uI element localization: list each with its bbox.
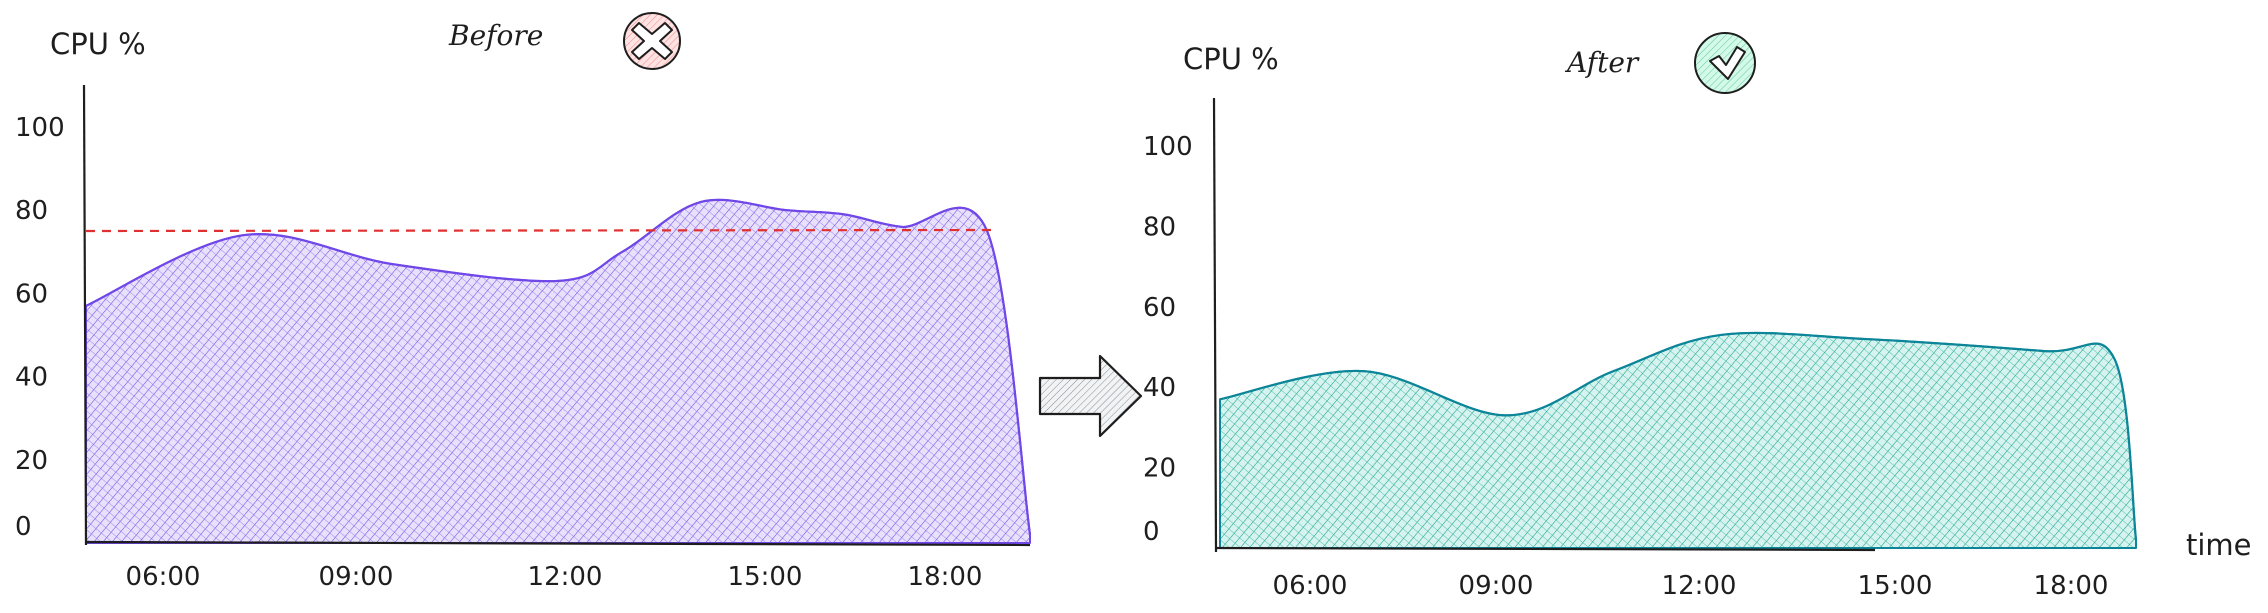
after-chart: 0 20 40 60 80 100 06:00 09:00 12:00 15:00 18:00 C…: [1143, 32, 2252, 601]
x-tick-label: 09:00: [1459, 571, 1534, 601]
y-tick-label: 40: [15, 363, 48, 393]
before-y-axis: [82, 84, 88, 546]
before-threshold-layer: [85, 228, 996, 233]
x-tick-label: 12:00: [528, 562, 603, 592]
threshold-line: [85, 228, 996, 233]
right-arrow-icon: [1038, 354, 1143, 438]
x-tick-label: 15:00: [1858, 571, 1933, 601]
series-line: [85, 198, 1032, 535]
area-series: [1219, 331, 2137, 549]
before-chart: 0 20 40 60 80 100 06:00 09:00 12:00 15:00 18:00 C…: [15, 12, 1032, 592]
y-tick-label: 100: [1143, 132, 1193, 162]
check-icon: [1694, 32, 1756, 94]
y-tick-label: 0: [15, 512, 32, 542]
after-title: After: [1564, 46, 1640, 79]
before-area-layer: [85, 198, 1032, 544]
after-x-axis: [1214, 546, 1876, 552]
x-tick-label: 15:00: [728, 562, 803, 592]
after-x-tick-labels: 06:00 09:00 12:00 15:00 18:00: [1273, 571, 2109, 601]
y-tick-label: 40: [1143, 373, 1176, 403]
series-line: [1219, 331, 2138, 541]
y-tick-label: 100: [15, 113, 65, 143]
before-x-axis: [84, 540, 1031, 547]
y-tick-label: 20: [15, 446, 48, 476]
x-tick-label: 06:00: [126, 562, 201, 592]
before-x-tick-labels: 06:00 09:00 12:00 15:00 18:00: [126, 562, 983, 592]
after-y-tick-labels: 0 20 40 60 80 100: [1143, 132, 1193, 547]
x-tick-label: 06:00: [1273, 571, 1348, 601]
y-tick-label: 80: [1143, 212, 1176, 242]
cross-icon: [623, 12, 681, 70]
after-x-axis-label: time: [2186, 528, 2252, 562]
after-y-axis: [1212, 97, 1218, 553]
before-y-axis-label: CPU %: [50, 27, 146, 61]
x-tick-label: 12:00: [1662, 571, 1737, 601]
y-tick-label: 0: [1143, 517, 1160, 547]
y-tick-label: 60: [15, 279, 48, 309]
x-tick-label: 18:00: [2034, 571, 2109, 601]
y-tick-label: 20: [1143, 454, 1176, 484]
after-area-layer: [1219, 331, 2138, 549]
before-title: Before: [448, 19, 543, 52]
y-tick-label: 80: [15, 196, 48, 226]
x-tick-label: 18:00: [908, 562, 983, 592]
x-tick-label: 09:00: [319, 562, 394, 592]
after-y-axis-label: CPU %: [1183, 42, 1279, 76]
before-y-tick-labels: 0 20 40 60 80 100: [15, 113, 65, 542]
area-series: [85, 198, 1031, 544]
y-tick-label: 60: [1143, 293, 1176, 323]
